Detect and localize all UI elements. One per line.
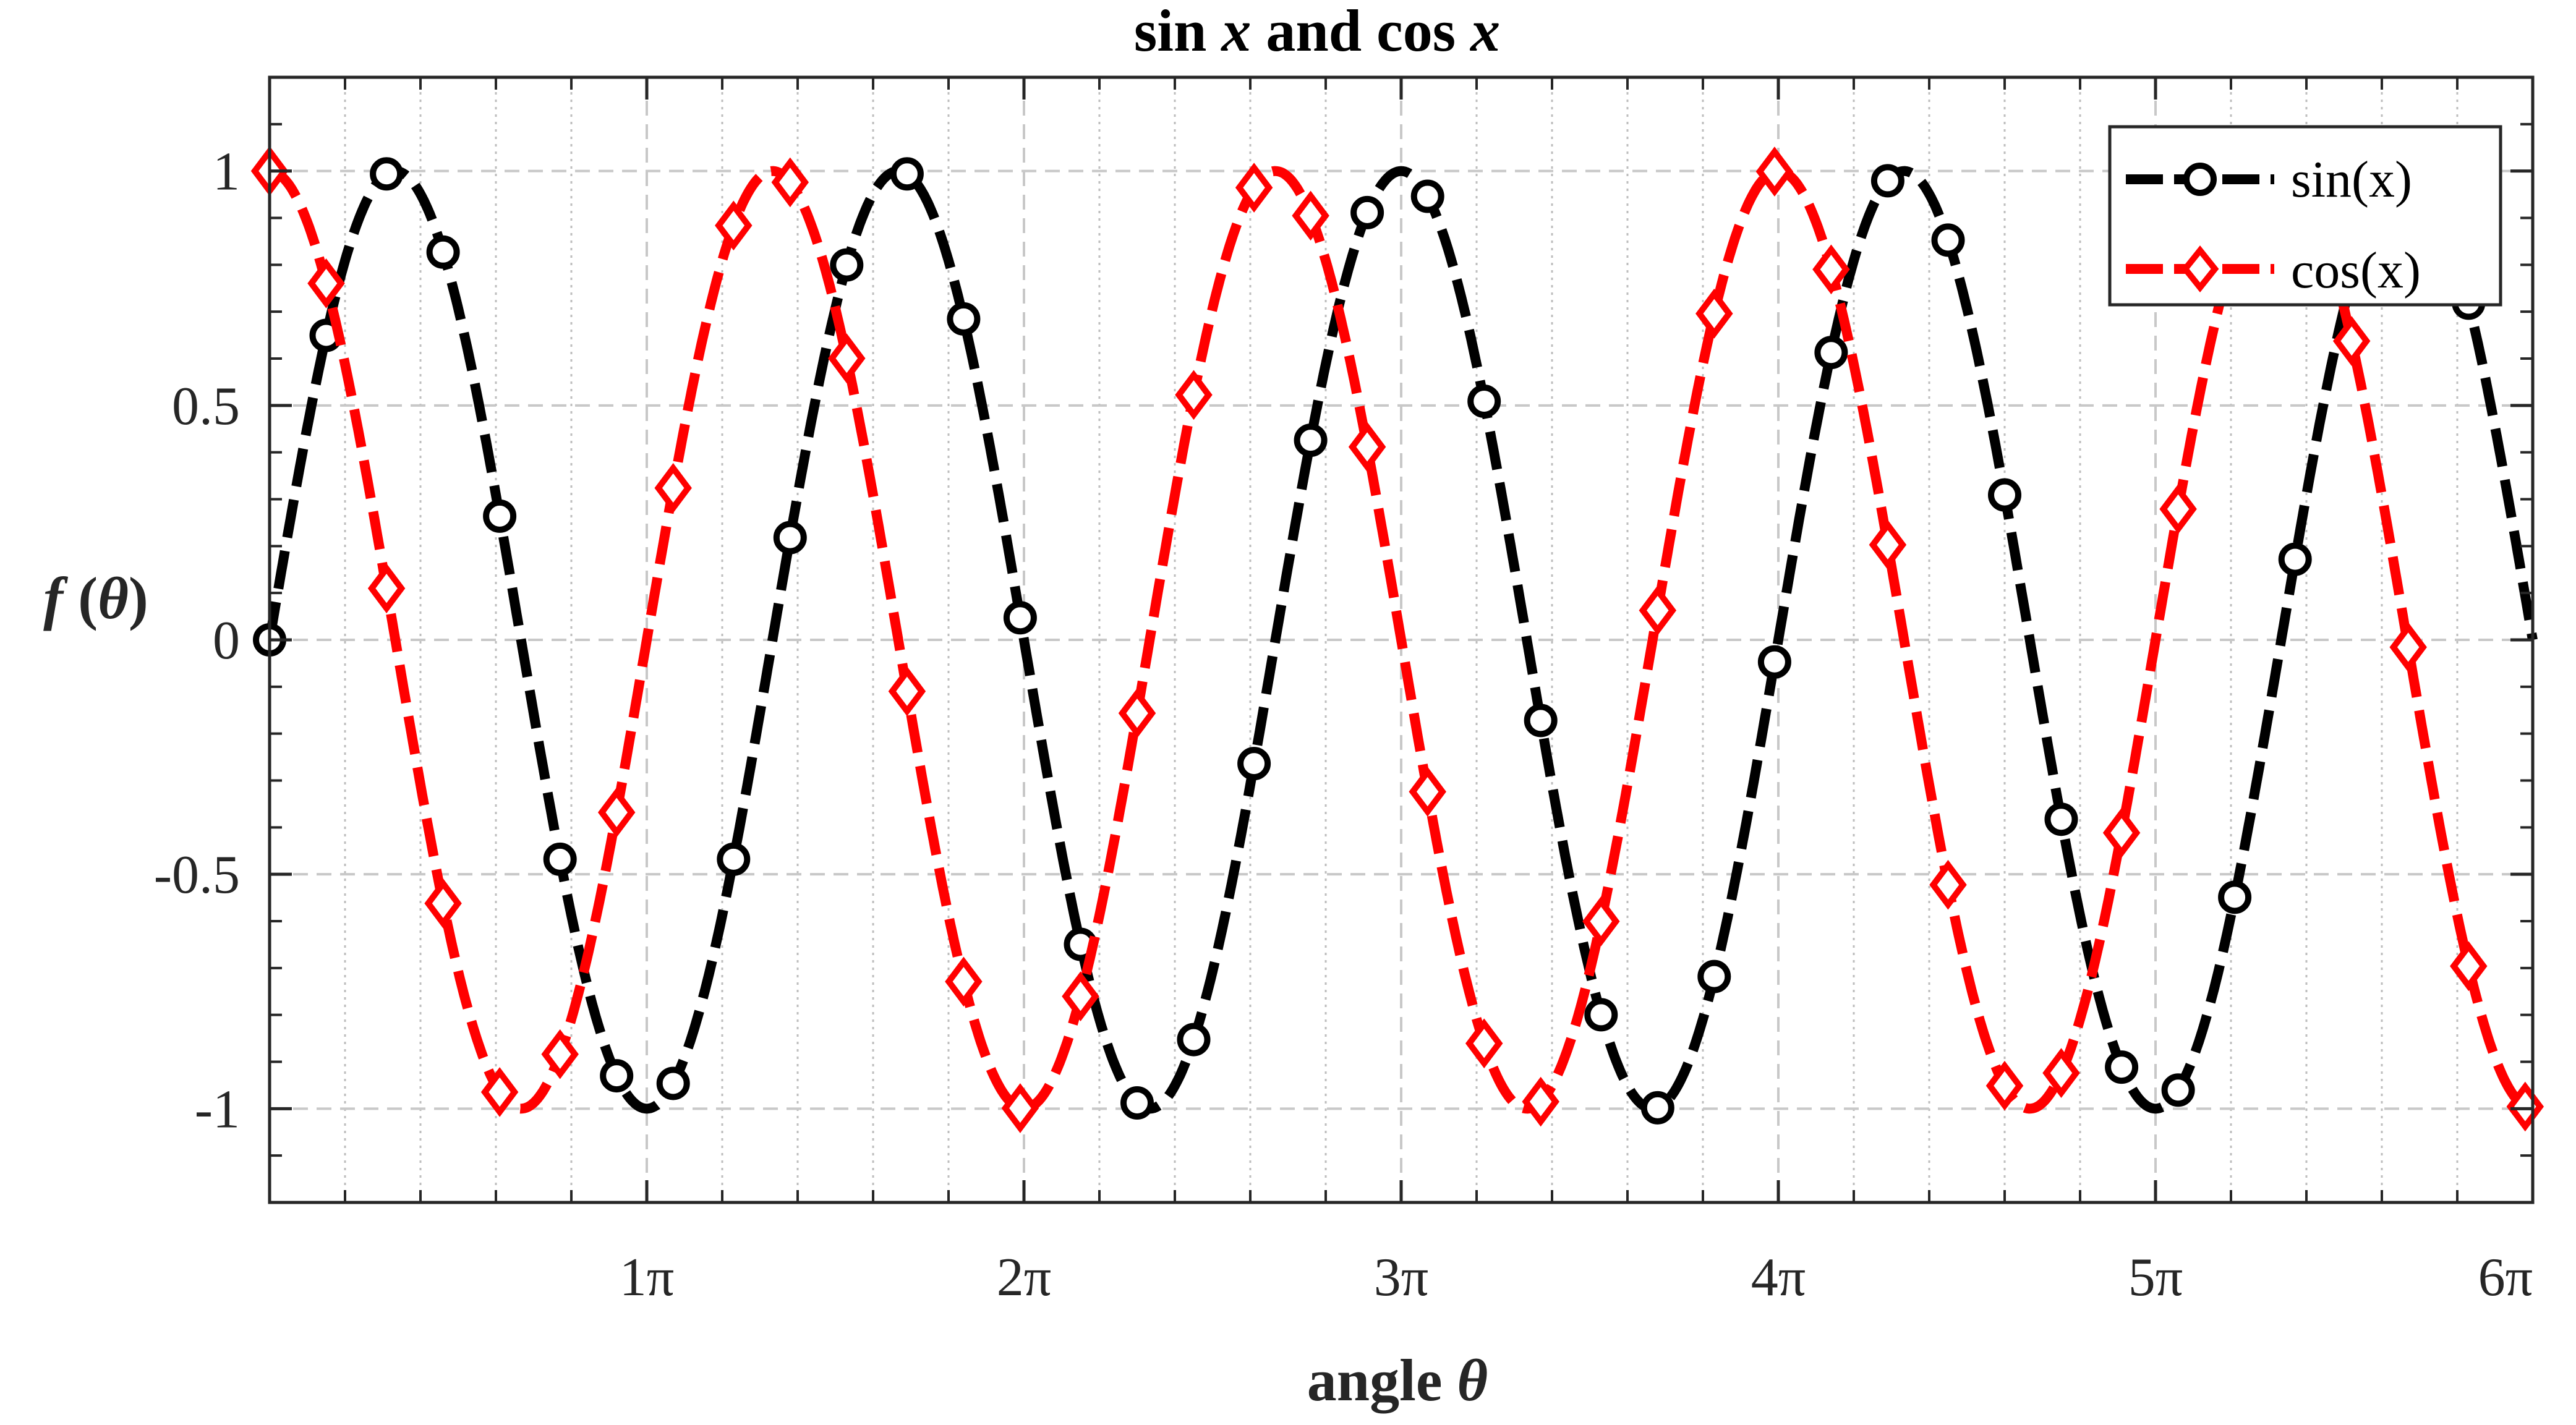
series-cos-point	[1235, 163, 1273, 213]
series-cos-point	[1812, 244, 1850, 295]
y-tick-label: -0.5	[154, 845, 240, 905]
series-sin-point	[656, 1066, 690, 1100]
series-cos-point	[1001, 1083, 1039, 1133]
x-tick-label: 1π	[620, 1248, 674, 1308]
series-sin-point	[1870, 164, 1904, 198]
series-cos-point	[1985, 1060, 2024, 1111]
legend: sin(x) cos(x)	[2108, 125, 2502, 307]
series-sin-point	[426, 235, 460, 269]
series-sin-point	[1237, 747, 1271, 781]
series-sin-point	[1814, 336, 1848, 370]
series-cos-point	[2042, 1048, 2080, 1098]
series-sin-point	[947, 302, 981, 336]
x-axis-label: angle θ	[1307, 1347, 1488, 1413]
series-sin-point	[1584, 998, 1618, 1032]
legend-cos-label: cos(x)	[2291, 242, 2421, 299]
series-cos-point	[1755, 147, 1794, 197]
series-cos-point	[715, 200, 753, 251]
series-sin-point	[773, 521, 807, 555]
series-sin-point	[1524, 704, 1558, 738]
series-sin-point	[2105, 1050, 2139, 1084]
series-cos-line	[269, 166, 2533, 1114]
y-axis-label: f (θ)	[43, 565, 148, 631]
series-sin-point	[483, 499, 517, 533]
x-tick-label: 2π	[997, 1248, 1051, 1308]
series-cos-point	[1639, 585, 1677, 636]
series-cos	[250, 146, 2544, 1133]
series-cos-point	[2332, 316, 2371, 366]
series-cos-point	[2450, 941, 2488, 992]
series-cos-point	[480, 1067, 519, 1117]
series-sin-point	[830, 248, 864, 282]
x-tick-labels: 1π 2π 3π 4π 5π 6π	[620, 1248, 2533, 1308]
series-sin-point	[370, 157, 404, 191]
x-tick-label: 6π	[2478, 1248, 2533, 1308]
series-cos-point	[1409, 767, 1446, 817]
series-cos-point	[771, 157, 809, 208]
series-cos-point	[1348, 422, 1386, 472]
series-sin-point	[2044, 802, 2078, 836]
y-tick-label: 1	[213, 142, 240, 202]
series-sin-point	[1177, 1023, 1211, 1057]
series-cos-point	[888, 666, 926, 717]
tick-layer	[270, 77, 2533, 1202]
series-sin-point	[1294, 423, 1328, 457]
series-cos-point	[1292, 190, 1329, 241]
series-sin-point	[2161, 1073, 2195, 1107]
series-cos-point	[1175, 370, 1213, 420]
series-cos-point	[1062, 971, 1099, 1021]
series-sin-point	[1640, 1091, 1674, 1125]
series-sin-point	[600, 1059, 634, 1093]
series-cos-point	[424, 878, 462, 929]
series-cos-point	[541, 1029, 579, 1079]
x-tick-label: 3π	[1374, 1248, 1428, 1308]
series-sin-point	[1003, 601, 1037, 635]
series-sin-point	[2278, 542, 2312, 576]
series-sin-point	[717, 842, 751, 876]
series-cos-point	[1582, 896, 1620, 946]
y-tick-label: -1	[195, 1079, 240, 1139]
series-sin-point	[2218, 880, 2252, 914]
series-cos-point	[2159, 484, 2197, 534]
series-sin-point	[1931, 223, 1965, 257]
x-tick-label: 4π	[1751, 1248, 1806, 1308]
series-cos-point	[1929, 859, 1967, 910]
series-cos-point	[367, 563, 406, 614]
y-tick-label: 0.5	[172, 376, 240, 436]
series-cos-point	[307, 258, 345, 308]
chart-title: sin x and cos x	[1134, 0, 1500, 64]
legend-box	[2108, 125, 2502, 307]
series-sin-point	[1988, 478, 2021, 512]
legend-sin-label: sin(x)	[2291, 151, 2412, 208]
series-cos-point	[2102, 807, 2141, 858]
x-tick-label: 5π	[2128, 1248, 2183, 1308]
series-cos-point	[654, 463, 692, 513]
series-sin-point	[1757, 645, 1791, 679]
series-sin-point	[1410, 179, 1444, 213]
series-sin-point	[890, 157, 924, 191]
series-cos-point	[945, 956, 983, 1007]
y-tick-label: 0	[213, 611, 240, 671]
legend-cos-marker	[2181, 245, 2219, 293]
series-cos-point	[828, 333, 866, 384]
series-cos-point	[1522, 1076, 1559, 1127]
series-sin-point	[1697, 959, 1731, 993]
series-sin-point	[543, 842, 577, 876]
series-cos-point	[1118, 688, 1156, 738]
series-sin-point	[1350, 195, 1384, 229]
series-cos-point	[597, 787, 636, 838]
series-cos-point	[2389, 622, 2427, 673]
series-cos-point	[1869, 519, 1907, 570]
series-sin-point	[1120, 1086, 1154, 1120]
series-cos-point	[1465, 1018, 1503, 1069]
legend-sin-marker	[2183, 163, 2217, 196]
y-tick-labels: 1 0.5 0 -0.5 -1	[154, 142, 240, 1140]
series-sin-line	[265, 166, 2538, 1114]
series-sin-point	[1467, 384, 1501, 418]
series-cos-point	[1695, 288, 1733, 339]
